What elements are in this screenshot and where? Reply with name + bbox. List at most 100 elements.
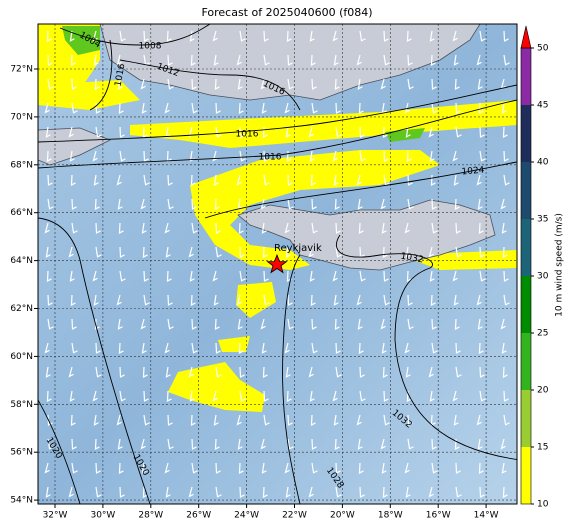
wind-barb xyxy=(503,54,510,66)
wind-barb xyxy=(334,198,340,210)
wind-barb xyxy=(118,222,124,234)
wind-barb xyxy=(71,438,77,450)
wind-barb xyxy=(215,462,221,474)
wind-barb xyxy=(285,246,291,258)
wind-barb xyxy=(453,414,459,426)
wind-barb xyxy=(311,462,318,474)
wind-barb xyxy=(68,366,74,378)
wind-barb xyxy=(335,462,341,474)
wind-barb xyxy=(236,174,242,186)
wind-barb xyxy=(167,294,173,306)
wind-barb xyxy=(287,318,294,330)
wind-barb xyxy=(188,486,194,498)
graticule xyxy=(38,24,517,504)
wind-barb xyxy=(382,126,388,138)
wind-barb xyxy=(213,174,219,186)
wind-barb xyxy=(263,54,270,66)
wind-barb xyxy=(455,486,462,498)
wind-barb xyxy=(117,78,123,90)
wind-barb xyxy=(380,318,386,330)
wind-barb xyxy=(308,366,314,378)
wind-barb xyxy=(383,294,390,306)
wind-barb xyxy=(478,462,484,474)
wind-barb xyxy=(359,390,366,402)
wind-barb xyxy=(191,438,197,450)
wind-barb xyxy=(236,414,242,426)
wind-barb xyxy=(358,102,364,114)
map-title: Forecast of 2025040600 (f084) xyxy=(201,6,372,19)
wind-barb xyxy=(311,438,317,450)
wind-barb xyxy=(357,438,363,450)
wind-barb xyxy=(141,102,147,114)
wind-barb xyxy=(404,222,410,234)
wind-barb xyxy=(215,246,222,258)
wind-barb xyxy=(356,294,362,306)
wind-barb xyxy=(429,150,435,162)
wind-barb xyxy=(479,150,486,162)
wind-barb xyxy=(429,390,435,402)
wind-barb xyxy=(165,366,171,378)
wind-barb xyxy=(382,366,388,378)
wind-barb xyxy=(262,366,268,378)
wind-barb xyxy=(143,30,149,42)
wind-barb xyxy=(311,318,317,330)
wind-barb xyxy=(118,342,124,354)
wind-barb xyxy=(431,438,437,450)
wind-barb xyxy=(308,246,314,258)
wind-barb xyxy=(47,438,54,450)
wind-barb xyxy=(142,246,148,258)
wind-barb xyxy=(404,102,410,114)
wind-barb xyxy=(239,270,246,282)
wind-barb xyxy=(212,30,218,42)
wind-barb xyxy=(93,294,99,306)
wind-barbs xyxy=(44,30,510,498)
wind-barb xyxy=(167,438,174,450)
colorbar-segment xyxy=(521,105,531,162)
wind-barb xyxy=(167,414,173,426)
wind-barb xyxy=(215,342,221,354)
lat-label: 58°N xyxy=(10,400,33,410)
wind-barb xyxy=(68,486,74,498)
wind-barb xyxy=(47,54,53,66)
wind-barb xyxy=(502,486,508,498)
wind-barb xyxy=(287,438,294,450)
wind-barb xyxy=(357,78,363,90)
lon-label: 28°W xyxy=(138,511,163,521)
wind-barb xyxy=(455,126,462,138)
colorbar-segment xyxy=(521,333,531,390)
wind-barb xyxy=(332,150,338,162)
lat-label: 60°N xyxy=(10,352,33,362)
wind-barb xyxy=(503,30,509,42)
wind-barb xyxy=(119,126,125,138)
colorbar-extend xyxy=(520,25,532,49)
colorbar-tick-label: 40 xyxy=(537,158,549,168)
map-area: 1004 100810121016101610161020102410321032… xyxy=(38,24,517,504)
wind-barb xyxy=(404,462,410,474)
wind-barb xyxy=(165,486,171,498)
wind-barb xyxy=(212,150,218,162)
wind-barb xyxy=(93,174,99,186)
wind-barb xyxy=(383,270,389,282)
wind-barb xyxy=(214,318,220,330)
wind-barb xyxy=(214,438,220,450)
wind-barb xyxy=(45,486,51,498)
wind-barb xyxy=(287,414,293,426)
lon-label: 16°W xyxy=(426,511,451,521)
lon-label: 20°W xyxy=(330,511,355,521)
wind-barb xyxy=(407,78,414,90)
wind-barb xyxy=(406,30,412,42)
wind-barb xyxy=(430,294,436,306)
wind-barb xyxy=(143,150,149,162)
wind-barb xyxy=(94,78,100,90)
wind-barb xyxy=(477,198,483,210)
wind-barb xyxy=(143,294,150,306)
wind-barb xyxy=(476,294,482,306)
wind-barb xyxy=(407,294,413,306)
wind-barb xyxy=(95,366,102,378)
wind-barb xyxy=(213,294,219,306)
wind-barb xyxy=(143,174,150,186)
wind-barb xyxy=(94,318,100,330)
wind-barb xyxy=(455,246,462,258)
lat-label: 72°N xyxy=(10,65,33,75)
